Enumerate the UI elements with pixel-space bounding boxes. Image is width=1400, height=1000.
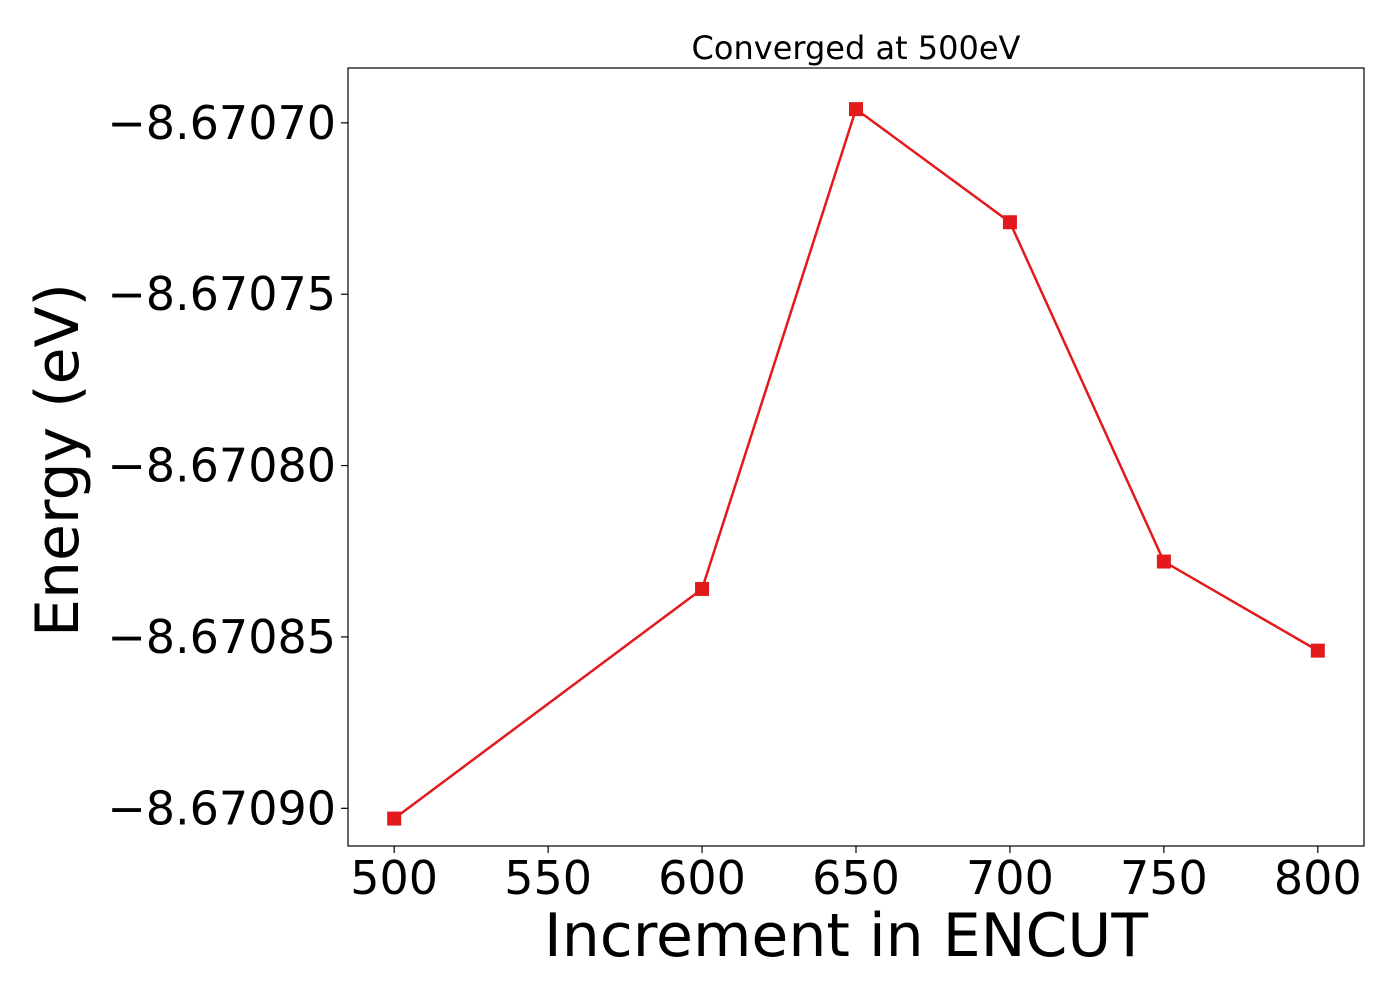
x-axis-label: Increment in ENCUT — [544, 901, 1148, 971]
y-tick-label: −8.67090 — [107, 781, 336, 835]
data-point-marker — [1002, 215, 1017, 230]
y-tick-label: −8.67080 — [107, 439, 336, 493]
y-tick-label: −8.67085 — [107, 610, 336, 664]
x-tick-label: 650 — [812, 851, 900, 905]
x-tick-label: 750 — [1120, 851, 1208, 905]
y-tick-label: −8.67075 — [107, 267, 336, 321]
chart-title: Converged at 500eV — [692, 29, 1021, 67]
x-axis-ticks: 500 550 600 650 700 750 800 — [350, 846, 1362, 905]
x-tick-label: 800 — [1274, 851, 1362, 905]
y-tick-label: −8.67070 — [107, 96, 336, 150]
series-group — [387, 102, 1325, 826]
data-point-marker — [387, 811, 402, 826]
y-axis-label: Energy (eV) — [23, 283, 93, 637]
x-tick-label: 600 — [658, 851, 746, 905]
data-point-marker — [849, 102, 863, 117]
data-point-marker — [1156, 554, 1171, 569]
data-point-marker — [695, 581, 710, 596]
data-point-marker — [1310, 643, 1325, 658]
x-tick-label: 700 — [966, 851, 1054, 905]
x-tick-label: 500 — [350, 851, 438, 905]
series-line — [393, 107, 1319, 820]
x-tick-label: 550 — [504, 851, 592, 905]
y-axis-ticks: −8.67070 −8.67075 −8.67080 −8.67085 −8.67090 — [107, 96, 348, 835]
plot-area — [347, 67, 1365, 847]
